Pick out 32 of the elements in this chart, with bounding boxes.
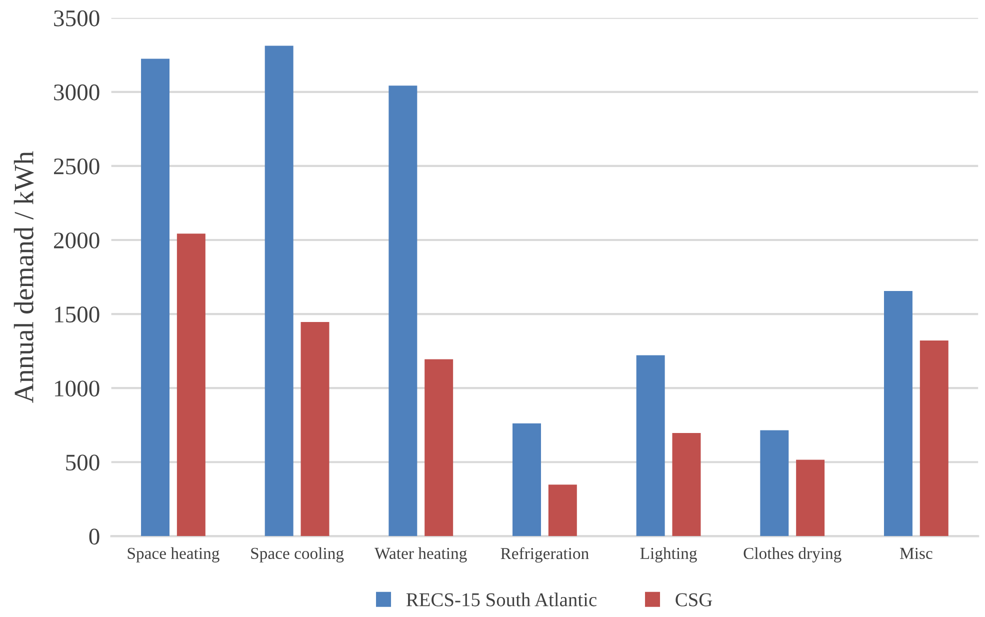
y-tick-label: 2500 <box>54 158 100 174</box>
bar <box>636 355 665 536</box>
x-tick-label: Lighting <box>640 547 697 562</box>
y-tick-label: 3500 <box>54 10 100 26</box>
y-tick-label: 500 <box>66 454 100 471</box>
y-tick-label: 0 <box>89 528 100 545</box>
bar <box>424 359 454 536</box>
x-tick-label: Space heating <box>128 547 220 562</box>
x-tick-label: Refrigeration <box>500 547 589 563</box>
y-tick-label: 1000 <box>55 380 100 397</box>
x-tick-label: Misc <box>900 548 932 560</box>
x-tick-label: Water heating <box>374 547 467 562</box>
y-tick-label: 2000 <box>54 232 100 248</box>
x-tick-label: Clothes drying <box>744 547 842 562</box>
y-tick-label: 1500 <box>55 306 100 322</box>
bar <box>388 86 418 536</box>
bar <box>264 46 294 536</box>
bar <box>672 432 701 536</box>
bar <box>884 290 912 536</box>
bar <box>760 430 789 536</box>
x-tick-label: Space cooling <box>251 547 344 562</box>
bar <box>512 423 541 536</box>
y-axis-title: Annual demand / kWh <box>14 151 34 403</box>
bar <box>176 234 206 536</box>
bar <box>548 484 577 536</box>
legend-label: RECS-15 South Atlantic <box>406 592 596 606</box>
legend-label: CSG <box>676 593 712 606</box>
bar <box>300 322 330 536</box>
bar <box>141 58 170 536</box>
bar <box>920 340 948 536</box>
bar <box>796 460 825 536</box>
y-tick-label: 3000 <box>54 84 100 100</box>
